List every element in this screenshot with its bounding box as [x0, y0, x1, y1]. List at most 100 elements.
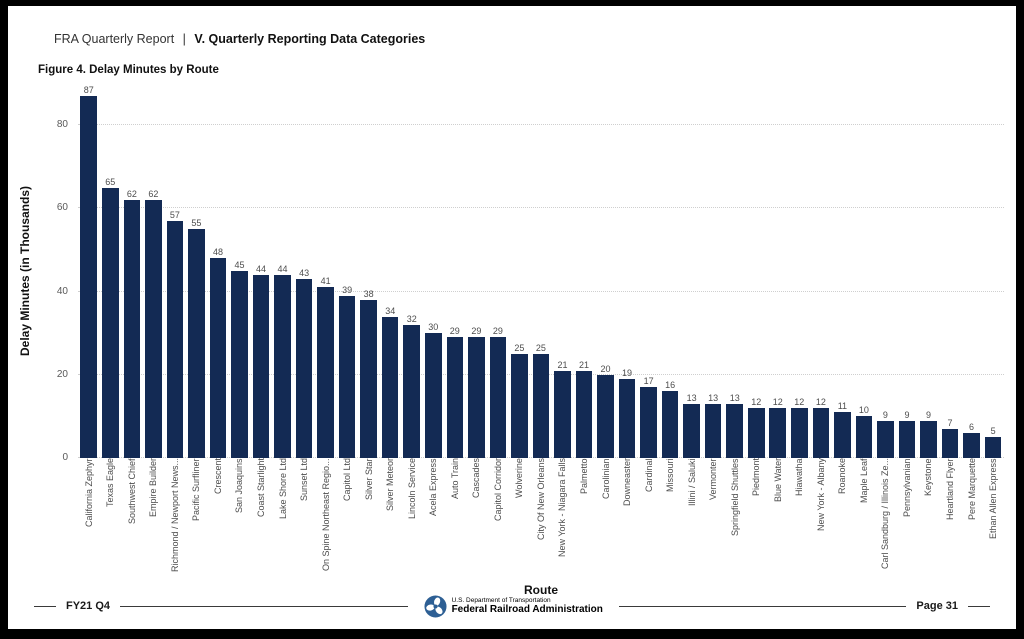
x-tick-label: New York - Niagara Falls — [557, 458, 568, 558]
bar-value-label: 38 — [363, 288, 374, 299]
bar — [231, 270, 248, 458]
report-page: FRA Quarterly Report | V. Quarterly Repo… — [8, 6, 1016, 629]
x-tick-label: Richmond / Newport News... — [169, 458, 180, 573]
bar-cell: 62 — [121, 189, 143, 458]
bar-cell: 7 — [939, 418, 961, 458]
xlabel-cell: Pere Marquette — [961, 458, 983, 582]
bar-value-label: 7 — [947, 417, 953, 428]
xlabel-cell: New York - Niagara Falls — [552, 458, 574, 582]
bar-value-label: 19 — [622, 367, 633, 378]
xlabel-cell: On Spine Northeast Regio... — [315, 458, 337, 582]
x-tick-label: Carolinian — [600, 458, 611, 499]
bar-cell: 87 — [78, 85, 100, 458]
bar — [597, 374, 614, 458]
bar-value-label: 44 — [256, 263, 267, 274]
xlabel-cell: Capitol Ltd — [336, 458, 358, 582]
xlabel-cell: Richmond / Newport News... — [164, 458, 186, 582]
bar — [381, 316, 399, 458]
xlabel-cell: Carolinian — [595, 458, 617, 582]
y-tick-label: 80 — [56, 119, 68, 131]
x-tick-label: Vermonter — [708, 458, 719, 500]
bar-value-label: 29 — [471, 326, 482, 337]
bar-value-label: 87 — [83, 85, 94, 96]
bar-value-label: 12 — [751, 397, 762, 408]
bar-cell: 44 — [250, 264, 272, 458]
bar-cell: 65 — [100, 177, 122, 458]
xlabel-cell: Maple Leaf — [853, 458, 875, 582]
xlabel-cell: Auto Train — [444, 458, 466, 582]
gridline — [78, 290, 1004, 292]
bars-row: 87 65 62 62 57 55 48 45 44 44 43 41 39 38 34 32 30 29 29 29… — [78, 84, 1004, 458]
bar — [338, 295, 356, 458]
bar — [554, 370, 571, 458]
xlabel-cell: Keystone — [918, 458, 940, 582]
x-tick-label: Lake Shore Ltd — [277, 458, 288, 520]
xlabel-cell: Capitol Corridor — [487, 458, 509, 582]
bar-value-label: 12 — [815, 397, 826, 408]
plot-wrap: Delay Minutes (in Thousands) 0 20 40 60 80 8… — [18, 84, 1004, 463]
bar-value-label: 5 — [990, 426, 996, 437]
bar — [747, 408, 765, 458]
agency-name: U.S. Department of Transportation Federa… — [452, 597, 603, 615]
xlabel-cell: Illini / Saluki — [681, 458, 703, 582]
bar — [834, 412, 851, 458]
bar-value-label: 9 — [925, 409, 931, 420]
bar-value-label: 34 — [385, 305, 396, 316]
x-tick-label: Southwest Chief — [126, 458, 137, 524]
bar — [726, 403, 743, 458]
bar-value-label: 32 — [406, 313, 417, 324]
bar-value-label: 12 — [772, 397, 783, 408]
agency-line2: Federal Railroad Administration — [451, 604, 603, 616]
y-axis-title: Delay Minutes (in Thousands) — [18, 185, 32, 357]
bar-value-label: 65 — [105, 176, 116, 187]
bar — [446, 337, 464, 458]
bar-value-label: 48 — [212, 247, 223, 258]
bar-cell: 9 — [896, 410, 918, 458]
x-tick-label: Texas Eagle — [105, 458, 116, 508]
x-tick-label: Roanoke — [837, 458, 848, 495]
xlabel-cell: Hiawatha — [789, 458, 811, 582]
bar-cell: 25 — [509, 343, 531, 458]
bar — [209, 258, 227, 458]
bar — [123, 200, 141, 458]
bar-value-label: 62 — [148, 189, 159, 200]
x-tick-label: Blue Water — [772, 458, 783, 503]
dot-triskelion-logo-icon — [424, 594, 447, 618]
bar-value-label: 17 — [643, 376, 654, 387]
bar — [532, 354, 550, 458]
x-tick-label: Pere Marquette — [966, 458, 977, 521]
bar-value-label: 45 — [234, 259, 245, 270]
bar-value-label: 13 — [708, 392, 719, 403]
bar-value-label: 16 — [665, 380, 676, 391]
bar — [963, 433, 980, 458]
x-tick-label: Downeaster — [622, 458, 633, 507]
x-tick-label: Crescent — [212, 458, 223, 495]
bar-value-label: 20 — [600, 363, 611, 374]
bar — [791, 408, 808, 458]
bar-value-label: 13 — [686, 392, 697, 403]
xlabel-cell: Lake Shore Ltd — [272, 458, 294, 582]
bar-cell: 5 — [982, 426, 1004, 458]
bar — [511, 354, 528, 458]
xlabel-cell: Cascades — [466, 458, 488, 582]
x-tick-label: Heartland Flyer — [945, 458, 956, 520]
bar-value-label: 11 — [837, 401, 848, 412]
bar — [941, 428, 959, 458]
bar-cell: 43 — [293, 268, 315, 458]
section-title: V. Quarterly Reporting Data Categories — [194, 32, 426, 46]
bar — [984, 437, 1002, 458]
plot-area: 87 65 62 62 57 55 48 45 44 44 43 41 39 38 34 32 30 29 29 29… — [78, 84, 1004, 458]
bar-value-label: 12 — [794, 397, 805, 408]
bar — [166, 220, 184, 458]
page-number-label: Page 31 — [916, 600, 959, 612]
xlabel-cell: Pacific Surfliner — [186, 458, 208, 582]
bar-value-label: 44 — [277, 263, 288, 274]
xlabel-cell: Piedmont — [745, 458, 767, 582]
bar — [274, 274, 291, 458]
bar-cell: 29 — [444, 326, 466, 458]
gridline — [78, 207, 1004, 209]
page-header: FRA Quarterly Report | V. Quarterly Repo… — [54, 32, 425, 46]
xlabel-cell: Wolverine — [509, 458, 531, 582]
delay-minutes-chart: Delay Minutes (in Thousands) 0 20 40 60 80 8… — [18, 84, 1004, 597]
bar-value-label: 9 — [904, 409, 910, 420]
